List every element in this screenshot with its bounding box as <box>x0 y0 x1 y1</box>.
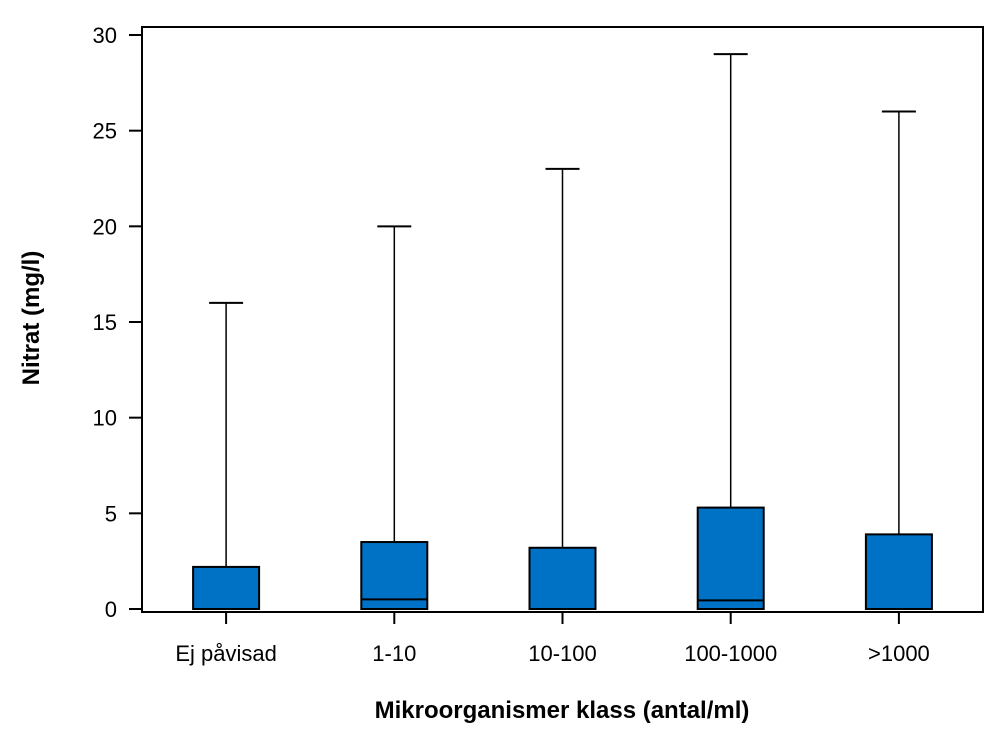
iqr-box <box>696 506 765 610</box>
y-tick-label: 25 <box>93 119 117 144</box>
y-tick-label: 10 <box>93 406 117 431</box>
y-tick-label: 5 <box>105 501 117 526</box>
x-axis-title: Mikroorganismer klass (antal/ml) <box>375 697 750 724</box>
y-axis-title: Nitrat (mg/l) <box>18 251 45 386</box>
box-series <box>192 53 933 611</box>
box-1 <box>192 301 261 611</box>
y-tick-label: 20 <box>93 214 117 239</box>
x-tick-label: Ej påvisad <box>175 641 277 666</box>
x-tick-label: 100-1000 <box>684 641 777 666</box>
y-tick-label: 0 <box>105 597 117 622</box>
x-tick-label: >1000 <box>868 641 930 666</box>
iqr-box <box>192 565 261 611</box>
y-tick-label: 15 <box>93 310 117 335</box>
x-tick-label: 10-100 <box>528 641 597 666</box>
y-axis: 0 5 10 15 20 25 30 <box>93 23 142 622</box>
box-4 <box>696 53 765 610</box>
box-3 <box>528 167 597 610</box>
x-axis: Ej påvisad 1-10 10-100 100-1000 >1000 <box>175 612 930 666</box>
box-5 <box>864 110 933 611</box>
iqr-box <box>360 541 429 610</box>
iqr-box <box>864 533 933 611</box>
y-tick-label: 30 <box>93 23 117 48</box>
x-tick-label: 1-10 <box>372 641 416 666</box>
iqr-box <box>528 546 597 610</box>
box-2 <box>360 225 429 610</box>
